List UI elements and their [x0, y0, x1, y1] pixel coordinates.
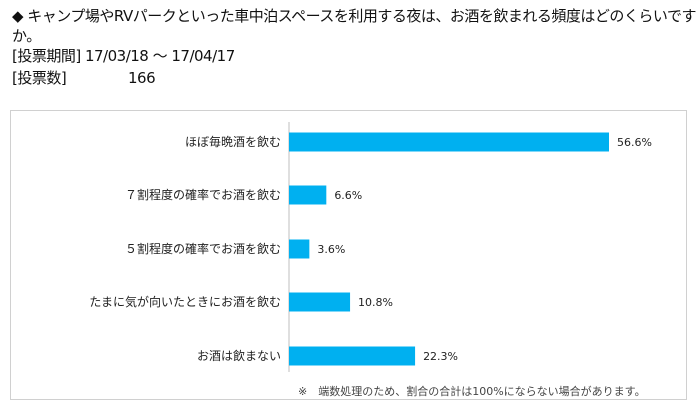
- data-label: 56.6%: [617, 136, 652, 149]
- bar: [289, 185, 327, 205]
- data-label: 3.6%: [317, 243, 345, 256]
- data-label: 22.3%: [423, 350, 458, 363]
- question-line2: か。: [12, 27, 41, 45]
- data-label: 6.6%: [334, 189, 362, 202]
- vote-period: [投票期間] 17/03/18 ～ 17/04/17: [12, 47, 235, 65]
- rounding-note: ※ 端数処理のため、割合の合計は100%にならない場合があります。: [298, 385, 646, 398]
- bar: [289, 292, 351, 312]
- bar: [289, 239, 310, 259]
- category-label: ５割程度の確率でお酒を飲む: [125, 241, 281, 256]
- question-line1: ◆ キャンプ場やRVパークといった車中泊スペースを利用する夜は、お酒を飲まれる頻…: [12, 7, 696, 25]
- bar: [289, 132, 609, 152]
- bar: [289, 346, 416, 366]
- category-label: ほぼ毎晩酒を飲む: [185, 134, 281, 149]
- chart-area: [10, 110, 687, 400]
- category-label: お酒は飲まない: [197, 348, 281, 363]
- vote-count-value: 166: [128, 69, 156, 87]
- category-label: ７割程度の確率でお酒を飲む: [125, 187, 281, 202]
- category-label: たまに気が向いたときにお酒を飲む: [89, 294, 281, 309]
- vote-count-label: [投票数]: [12, 69, 67, 87]
- data-label: 10.8%: [358, 296, 393, 309]
